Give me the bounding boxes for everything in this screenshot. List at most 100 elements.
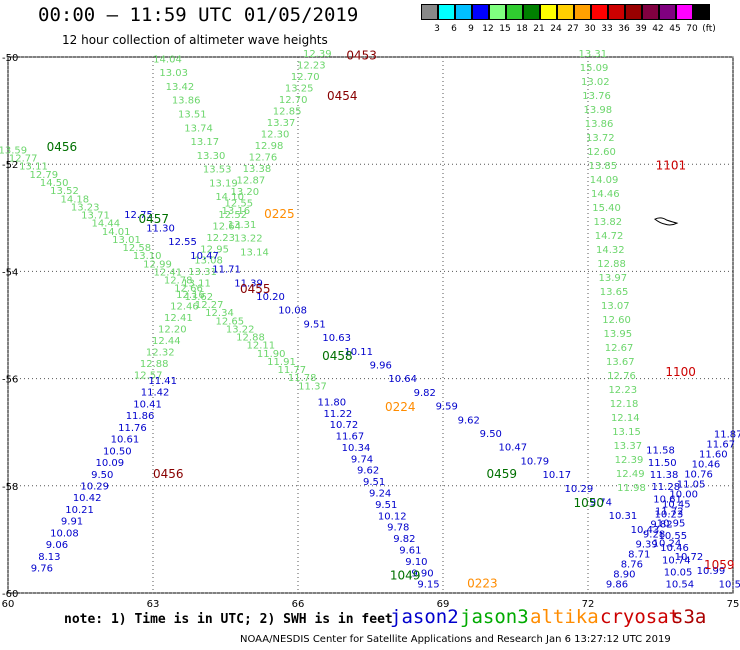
wave-height-value: 14.18	[61, 194, 90, 205]
colorbar-label: 42	[652, 24, 664, 34]
wave-height-value: 10.55	[658, 531, 687, 542]
wave-height-value: 13.16	[222, 206, 251, 217]
wave-height-value: 12.70	[279, 95, 308, 106]
wave-height-value: 12.46	[170, 302, 199, 313]
wave-height-value: 9.82	[650, 520, 672, 531]
pass-time-label: 0459	[487, 467, 518, 481]
wave-height-value: 11.98	[617, 483, 646, 494]
wave-height-value: 9.24	[369, 489, 391, 500]
wave-height-value: 12.20	[158, 325, 187, 336]
wave-height-value: 11.72	[655, 507, 684, 518]
wave-height-value: 12.85	[273, 106, 302, 117]
wave-height-value: 11.91	[267, 357, 296, 368]
longitude-tick-label: 75	[727, 599, 740, 610]
colorbar-label: 21	[533, 24, 545, 34]
pass-time-label: 0223	[467, 577, 498, 591]
wave-height-value: 11.30	[146, 223, 175, 234]
latitude-tick-label: -54	[2, 267, 18, 278]
wave-height-value: 13.38	[243, 164, 272, 175]
wave-height-value: 10.47	[190, 251, 219, 262]
wave-height-value: 13.15	[612, 427, 641, 438]
colorbar-swatch	[472, 4, 489, 20]
wave-height-value: 13.97	[598, 273, 627, 284]
wave-height-value: 11.60	[699, 450, 728, 461]
colorbar-swatch	[625, 4, 642, 20]
colorbar-label: (ft)	[702, 24, 716, 34]
wave-height-value: 13.37	[267, 118, 296, 129]
wave-height-value: 12.98	[255, 141, 284, 152]
wave-height-value: 13.08	[194, 256, 223, 267]
wave-height-value: 12.14	[611, 413, 640, 424]
wave-height-value: 14.46	[591, 189, 620, 200]
wave-height-value: 13.31	[228, 220, 257, 231]
wave-height-value: 12.67	[605, 343, 634, 354]
wave-height-value: 13.76	[582, 91, 611, 102]
wave-height-value: 12.95	[200, 244, 229, 255]
wave-height-value: 13.25	[285, 83, 314, 94]
colorbar-label: 36	[618, 24, 630, 34]
wave-height-value: 8.76	[621, 560, 643, 571]
pass-time-label: 0458	[322, 349, 353, 363]
wave-height-value: 13.01	[112, 235, 141, 246]
wave-height-value: 12.18	[610, 399, 639, 410]
wave-height-value: 13.23	[71, 202, 100, 213]
wave-height-value: 9.61	[399, 545, 421, 556]
colorbar-label: 24	[550, 24, 562, 34]
pass-time-label: 0456	[153, 467, 184, 481]
wave-height-value: 13.07	[601, 301, 630, 312]
wave-height-value: 10.34	[342, 443, 371, 454]
wave-height-value: 12.52	[218, 210, 247, 221]
wave-height-value: 10.43	[631, 525, 660, 536]
wave-height-value: 13.71	[81, 211, 110, 222]
wave-height-value: 9.82	[414, 388, 436, 399]
colorbar-swatch	[659, 4, 676, 20]
colorbar-label: 9	[468, 24, 474, 34]
wave-height-value: 10.74	[662, 555, 691, 566]
wave-height-value: 14.10	[215, 192, 244, 203]
colorbar-swatch	[523, 4, 540, 20]
wave-height-value: 12.79	[30, 170, 59, 181]
wave-height-value: 12.60	[602, 315, 631, 326]
wave-height-value: 12.88	[597, 259, 626, 270]
wave-height-value: 9.78	[387, 523, 409, 534]
wave-height-value: 11.42	[141, 388, 170, 399]
wave-height-value: 11.80	[318, 397, 347, 408]
wave-height-value: 12.70	[291, 72, 320, 83]
wave-height-value: 10.50	[103, 446, 132, 457]
wave-height-value: 13.14	[240, 247, 269, 258]
wave-height-value: 10.08	[50, 528, 79, 539]
wave-height-value: 9.90	[411, 568, 433, 579]
colorbar-label: 6	[451, 24, 457, 34]
wave-height-value: 9.74	[351, 454, 373, 465]
wave-height-value: 9.50	[480, 429, 502, 440]
satellite-legend-cryosat: cryosat	[600, 606, 681, 628]
wave-height-value: 11.28	[651, 482, 680, 493]
wave-height-value: 12.76	[607, 371, 636, 382]
wave-height-value: 10.76	[684, 470, 713, 481]
wave-height-value: 12.34	[205, 308, 234, 319]
colorbar-swatch	[540, 4, 557, 20]
wave-height-value: 10.20	[256, 292, 285, 303]
wave-height-value: 13.17	[190, 137, 219, 148]
colorbar-swatch	[557, 4, 574, 20]
wave-height-value: 9.82	[393, 534, 415, 545]
wave-height-value: 10.79	[521, 456, 550, 467]
wave-height-value: 12.49	[616, 469, 645, 480]
wave-height-value: 11.78	[288, 373, 317, 384]
wave-height-value: 12.39	[303, 49, 332, 60]
wave-height-value: 11.41	[148, 376, 177, 387]
wave-height-value: 10.61	[111, 435, 140, 446]
wave-height-value: 11.58	[646, 446, 675, 457]
wave-height-value: 10.46	[692, 460, 721, 471]
wave-height-value: 11.87	[714, 430, 740, 441]
pass-time-label: 0224	[385, 400, 416, 414]
wave-height-value: 9.76	[31, 564, 53, 575]
latitude-tick-label: -52	[2, 160, 18, 171]
wave-height-value: 15.09	[580, 63, 609, 74]
wave-height-value: 10.54	[666, 580, 695, 591]
colorbar-label: 30	[584, 24, 596, 34]
longitude-tick-label: 66	[292, 599, 305, 610]
wave-height-value: 10.95	[657, 519, 686, 530]
wave-height-value: 11.71	[212, 265, 241, 276]
colorbar-label: 3	[434, 24, 440, 34]
